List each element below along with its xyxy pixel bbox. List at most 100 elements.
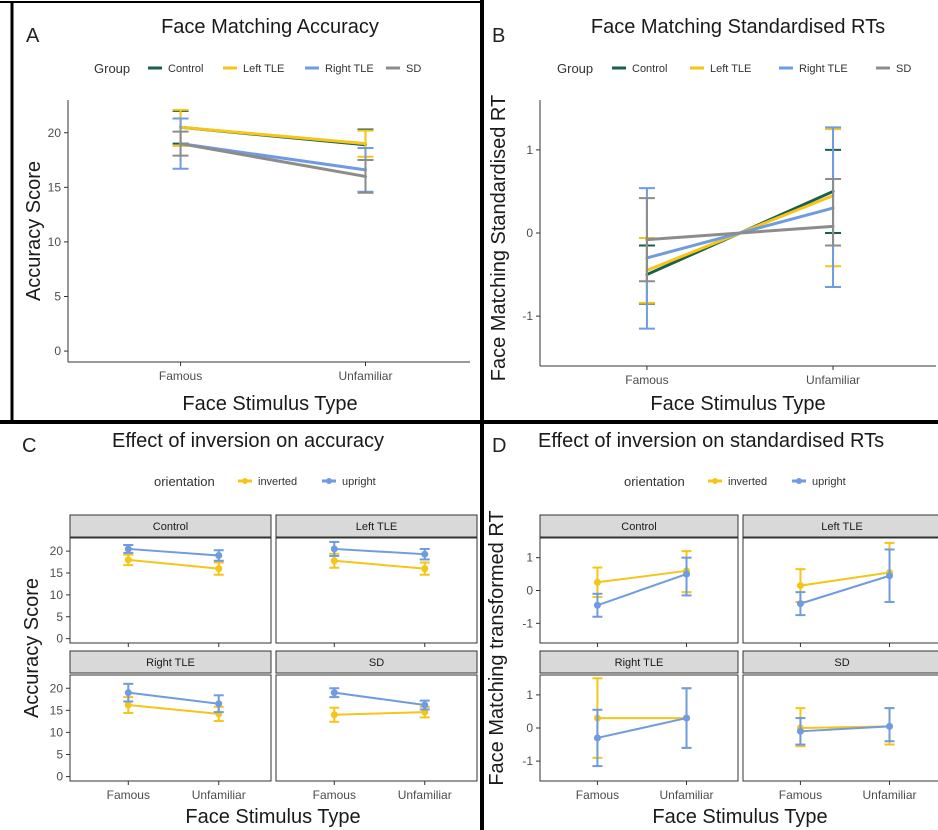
panel-a-y-tick-label: 0 xyxy=(54,344,61,358)
facet-strip xyxy=(275,514,478,538)
facet-strip-label: Right TLE xyxy=(146,657,195,669)
facet-strip xyxy=(69,650,272,674)
panel-d-facet-2-x-tick-label: Unfamiliar xyxy=(660,788,714,802)
legend-label: SD xyxy=(406,63,421,75)
panel-a-series-line-sd xyxy=(179,142,367,178)
panel-c-facet-0-series-line-upright xyxy=(127,547,220,557)
x-axis-title: Face Stimulus Type xyxy=(185,806,360,828)
y-axis-title: Accuracy Score xyxy=(21,578,43,718)
panel-b-x-tick-label: Unfamiliar xyxy=(806,373,860,387)
panel-c-facet-2-y-tick-label: 0 xyxy=(56,770,63,784)
facet-strip-label: SD xyxy=(834,657,849,669)
legend-label: Left TLE xyxy=(710,63,751,75)
panel-c-facet-1-plot-border xyxy=(275,537,478,644)
panel-c-facet-3-x-tick-label: Famous xyxy=(313,788,356,802)
panel-d-facet-3-x-tick-label: Unfamiliar xyxy=(863,788,917,802)
facet-strip xyxy=(742,650,938,674)
panel-c: C Effect of inversion on accuracy orientat… xyxy=(21,430,478,828)
panel-c-facet-1-point-upright xyxy=(421,550,429,558)
panel-d-facet-3-point-upright xyxy=(796,727,804,735)
panel-d-facet-0-series-line-inverted xyxy=(596,569,688,584)
panel-c-facet-3-point-inverted xyxy=(330,711,338,719)
panel-d-facet-3-point-upright xyxy=(886,722,894,730)
panel-c-facet-3-x-tick-label: Unfamiliar xyxy=(398,788,452,802)
panel-c-facet-0-y-tick-label: 20 xyxy=(50,544,64,558)
panel-d-facet-1-plot-border xyxy=(742,537,938,644)
panel-c-facet-3-series-line-inverted xyxy=(333,711,426,716)
panel-a-series-line-left-tle xyxy=(179,125,367,146)
x-axis-title: Face Stimulus Type xyxy=(650,393,825,415)
legend-title: orientation xyxy=(624,474,685,489)
panel-b-y-tick-label: -1 xyxy=(522,309,533,323)
facet-strip xyxy=(539,514,739,538)
panel-d-facet-0-y-tick-label: 1 xyxy=(526,551,533,565)
panel-c-facet-2-y-tick-label: 20 xyxy=(50,681,64,695)
panel-c-facet-2-y-tick-label: 10 xyxy=(50,725,64,739)
panel-c-facet-0-y-tick-label: 0 xyxy=(56,632,63,646)
facet-strip xyxy=(539,650,739,674)
panel-c-facet-2-x-tick-label: Famous xyxy=(107,788,150,802)
legend-label: inverted xyxy=(728,476,767,488)
panel-b-y-tick-label: 1 xyxy=(526,143,533,157)
chart-title: Face Matching Standardised RTs xyxy=(591,16,885,38)
panel-d-facet-2-x-tick-label: Famous xyxy=(576,788,619,802)
panel-c-facet-0-y-tick-label: 5 xyxy=(56,610,63,624)
panel-letter-c: C xyxy=(22,435,36,457)
panel-d-facet-2-y-tick-label: 1 xyxy=(526,688,533,702)
panel-c-facet-3-point-upright xyxy=(330,689,338,697)
panel-d-facet-2-y-tick-label: -1 xyxy=(522,754,533,768)
panel-b-y-tick-label: 0 xyxy=(526,226,533,240)
panel-a-x-tick-label: Famous xyxy=(159,369,202,383)
panel-c-facet-1-point-inverted xyxy=(421,565,429,573)
panel-c-facet-0-y-tick-label: 10 xyxy=(50,588,64,602)
y-axis-title: Accuracy Score xyxy=(23,161,45,301)
panel-a: A Face Matching Accuracy Group Control Left … xyxy=(23,16,470,415)
panel-c-facet-3-plot-border xyxy=(275,674,478,782)
panel-c-facet-1-point-inverted xyxy=(330,557,338,565)
panel-c-facet-3-point-upright xyxy=(421,701,429,709)
panel-a-y-tick-label: 5 xyxy=(54,290,61,304)
panel-c-facet-0-point-upright xyxy=(215,552,223,559)
panel-b-series-line-sd xyxy=(645,224,835,242)
chart-title: Effect of inversion on standardised RTs xyxy=(538,430,884,452)
panel-c-facet-2-x-tick-label: Unfamiliar xyxy=(192,788,246,802)
legend-label: Control xyxy=(168,63,203,75)
panel-c-facet-2-series-line-inverted xyxy=(127,704,220,715)
panel-d-facet-2-series-line-upright xyxy=(596,717,688,739)
panel-d-facet-3-series-line-upright xyxy=(799,725,891,733)
panel-letter-d: D xyxy=(492,435,506,457)
facet-strip-label: Control xyxy=(153,521,188,533)
legend-title: orientation xyxy=(154,474,215,489)
panel-c-facet-2-plot-border xyxy=(69,674,272,782)
legend-label: inverted xyxy=(258,476,297,488)
panel-d-facet-1-point-upright xyxy=(886,572,894,580)
panel-c-facet-0-plot-border xyxy=(69,537,272,644)
legend-key-point-upright xyxy=(326,478,332,484)
legend-key-point-inverted xyxy=(712,478,718,484)
panel-c-facet-1-series-line-inverted xyxy=(333,559,426,570)
panel-letter-b: B xyxy=(492,25,505,47)
panel-letter-a: A xyxy=(26,25,40,47)
panel-d-facet-2-point-upright xyxy=(593,734,601,742)
facet-strip-label: Control xyxy=(621,521,656,533)
legend-label: SD xyxy=(896,63,911,75)
panel-c-facet-2-y-tick-label: 15 xyxy=(50,703,64,717)
panel-d-facet-1-point-upright xyxy=(796,600,804,608)
panel-c-facet-2-series-line-upright xyxy=(127,691,220,705)
panel-d-facet-0-point-upright xyxy=(683,570,691,578)
panel-d-facet-0-series-line-upright xyxy=(596,573,688,607)
facet-strip-label: Left TLE xyxy=(356,521,397,533)
panel-c-facet-1-point-upright xyxy=(330,545,338,553)
chart-title: Face Matching Accuracy xyxy=(161,16,379,38)
panel-c-facet-2-point-upright xyxy=(124,689,132,697)
panel-c-facet-0-series-line-inverted xyxy=(127,558,220,570)
legend-title: Group xyxy=(557,61,593,76)
panel-c-facet-0-y-tick-label: 15 xyxy=(50,566,64,580)
facet-strip xyxy=(69,514,272,538)
legend-label: Right TLE xyxy=(799,63,848,75)
facet-strip xyxy=(742,514,938,538)
panel-c-facet-0-point-inverted xyxy=(124,556,132,564)
legend-title: Group xyxy=(94,61,130,76)
panel-d-facet-1-series-line-inverted xyxy=(799,571,891,587)
panel-b-x-tick-label: Famous xyxy=(625,373,668,387)
